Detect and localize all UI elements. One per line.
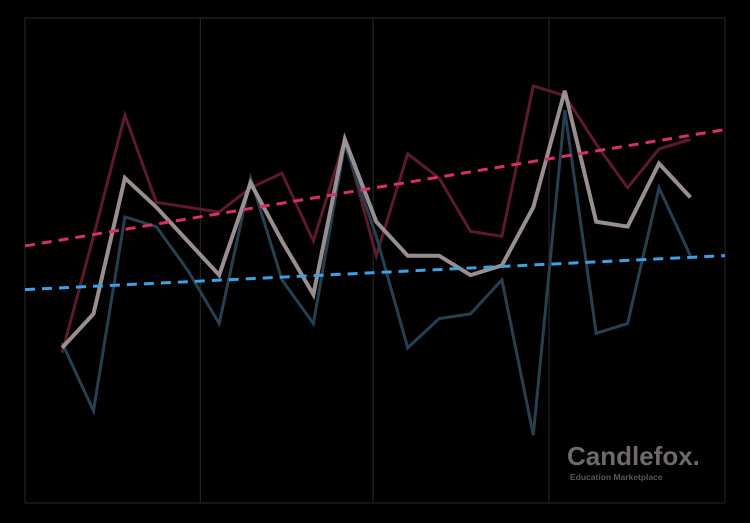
trend-line <box>24 254 726 292</box>
brand-tagline: Education Marketplace <box>570 472 663 482</box>
line-series <box>60 90 692 350</box>
brand-name: Candlefox. <box>567 441 700 471</box>
line-series <box>60 109 692 436</box>
line-series <box>60 83 691 353</box>
